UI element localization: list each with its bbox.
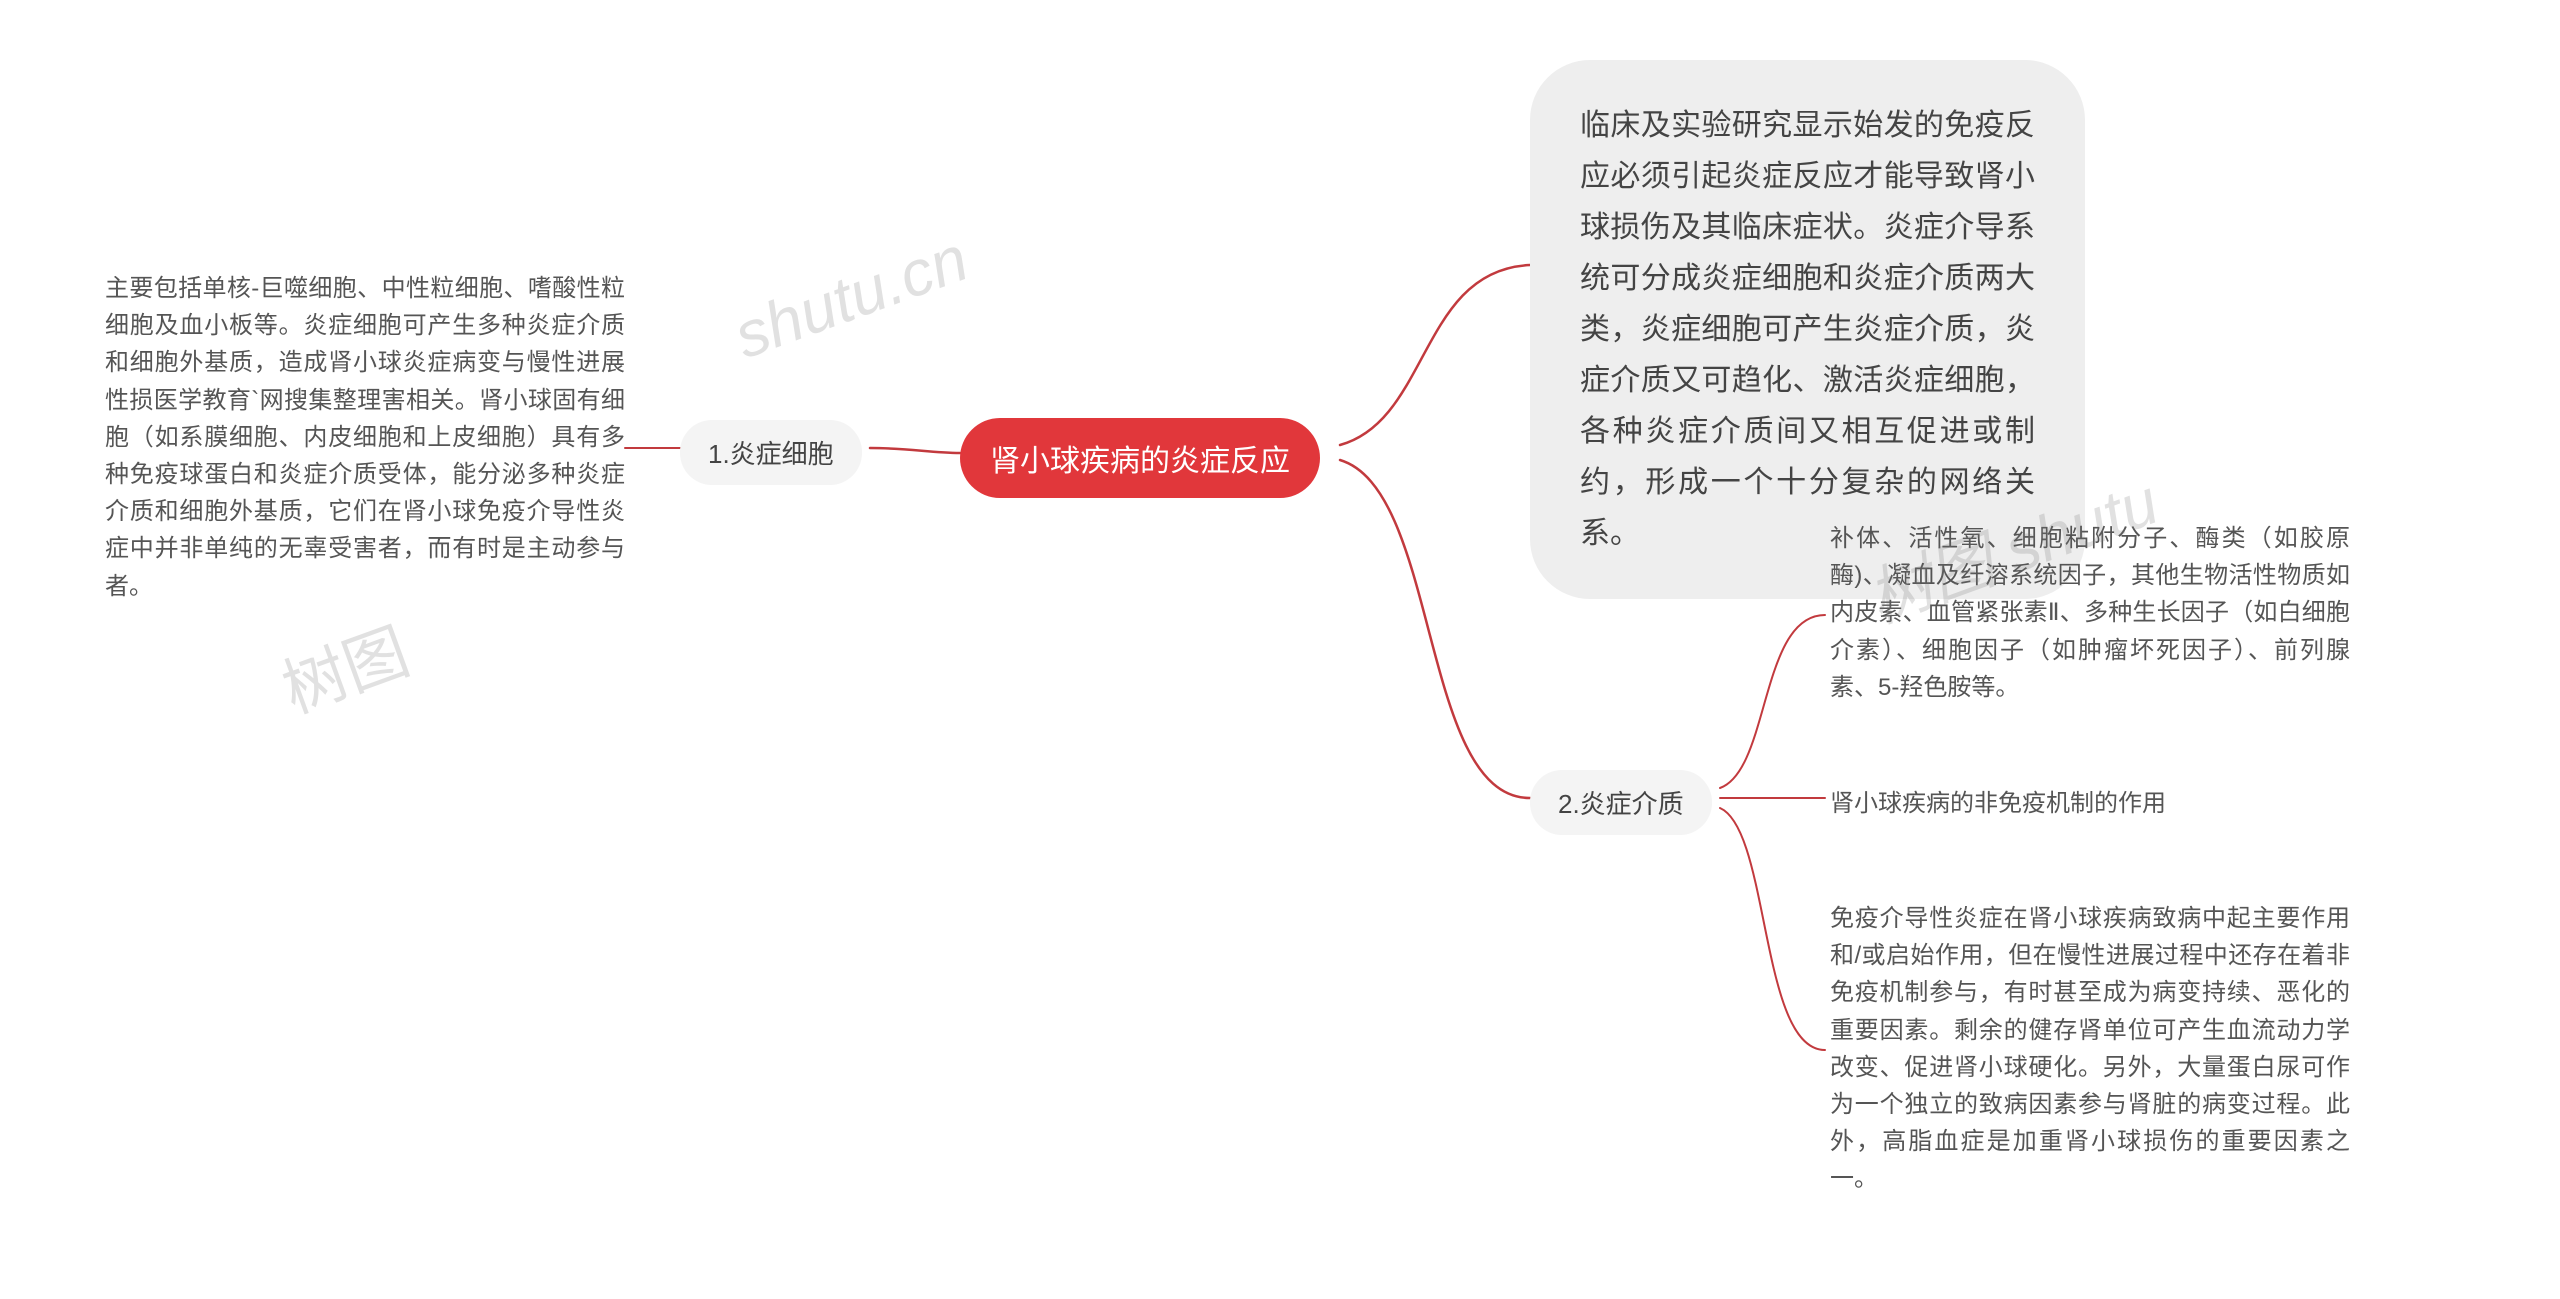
branch-inflammatory-cells[interactable]: 1.炎症细胞 <box>680 420 862 485</box>
leaf-nonimmune-desc: 免疫介导性炎症在肾小球疾病致病中起主要作用和/或启始作用，但在慢性进展过程中还存… <box>1830 900 2350 1198</box>
mindmap-canvas: 肾小球疾病的炎症反应 1.炎症细胞 主要包括单核-巨噬细胞、中性粒细胞、嗜酸性粒… <box>0 0 2560 1299</box>
branch-inflammatory-mediators[interactable]: 2.炎症介质 <box>1530 770 1712 835</box>
root-node[interactable]: 肾小球疾病的炎症反应 <box>960 418 1320 498</box>
leaf-nonimmune-heading: 肾小球疾病的非免疫机制的作用 <box>1830 785 2350 822</box>
leaf-inflammatory-cells-desc: 主要包括单核-巨噬细胞、中性粒细胞、嗜酸性粒细胞及血小板等。炎症细胞可产生多种炎… <box>105 270 625 605</box>
leaf-mediator-list: 补体、活性氧、细胞粘附分子、酶类（如胶原酶)、凝血及纤溶系统因子，其他生物活性物… <box>1830 520 2350 706</box>
intro-bubble: 临床及实验研究显示始发的免疫反应必须引起炎症反应才能导致肾小球损伤及其临床症状。… <box>1530 60 2085 599</box>
watermark: shutu.cn <box>725 221 978 373</box>
watermark: 树图 <box>268 601 420 731</box>
